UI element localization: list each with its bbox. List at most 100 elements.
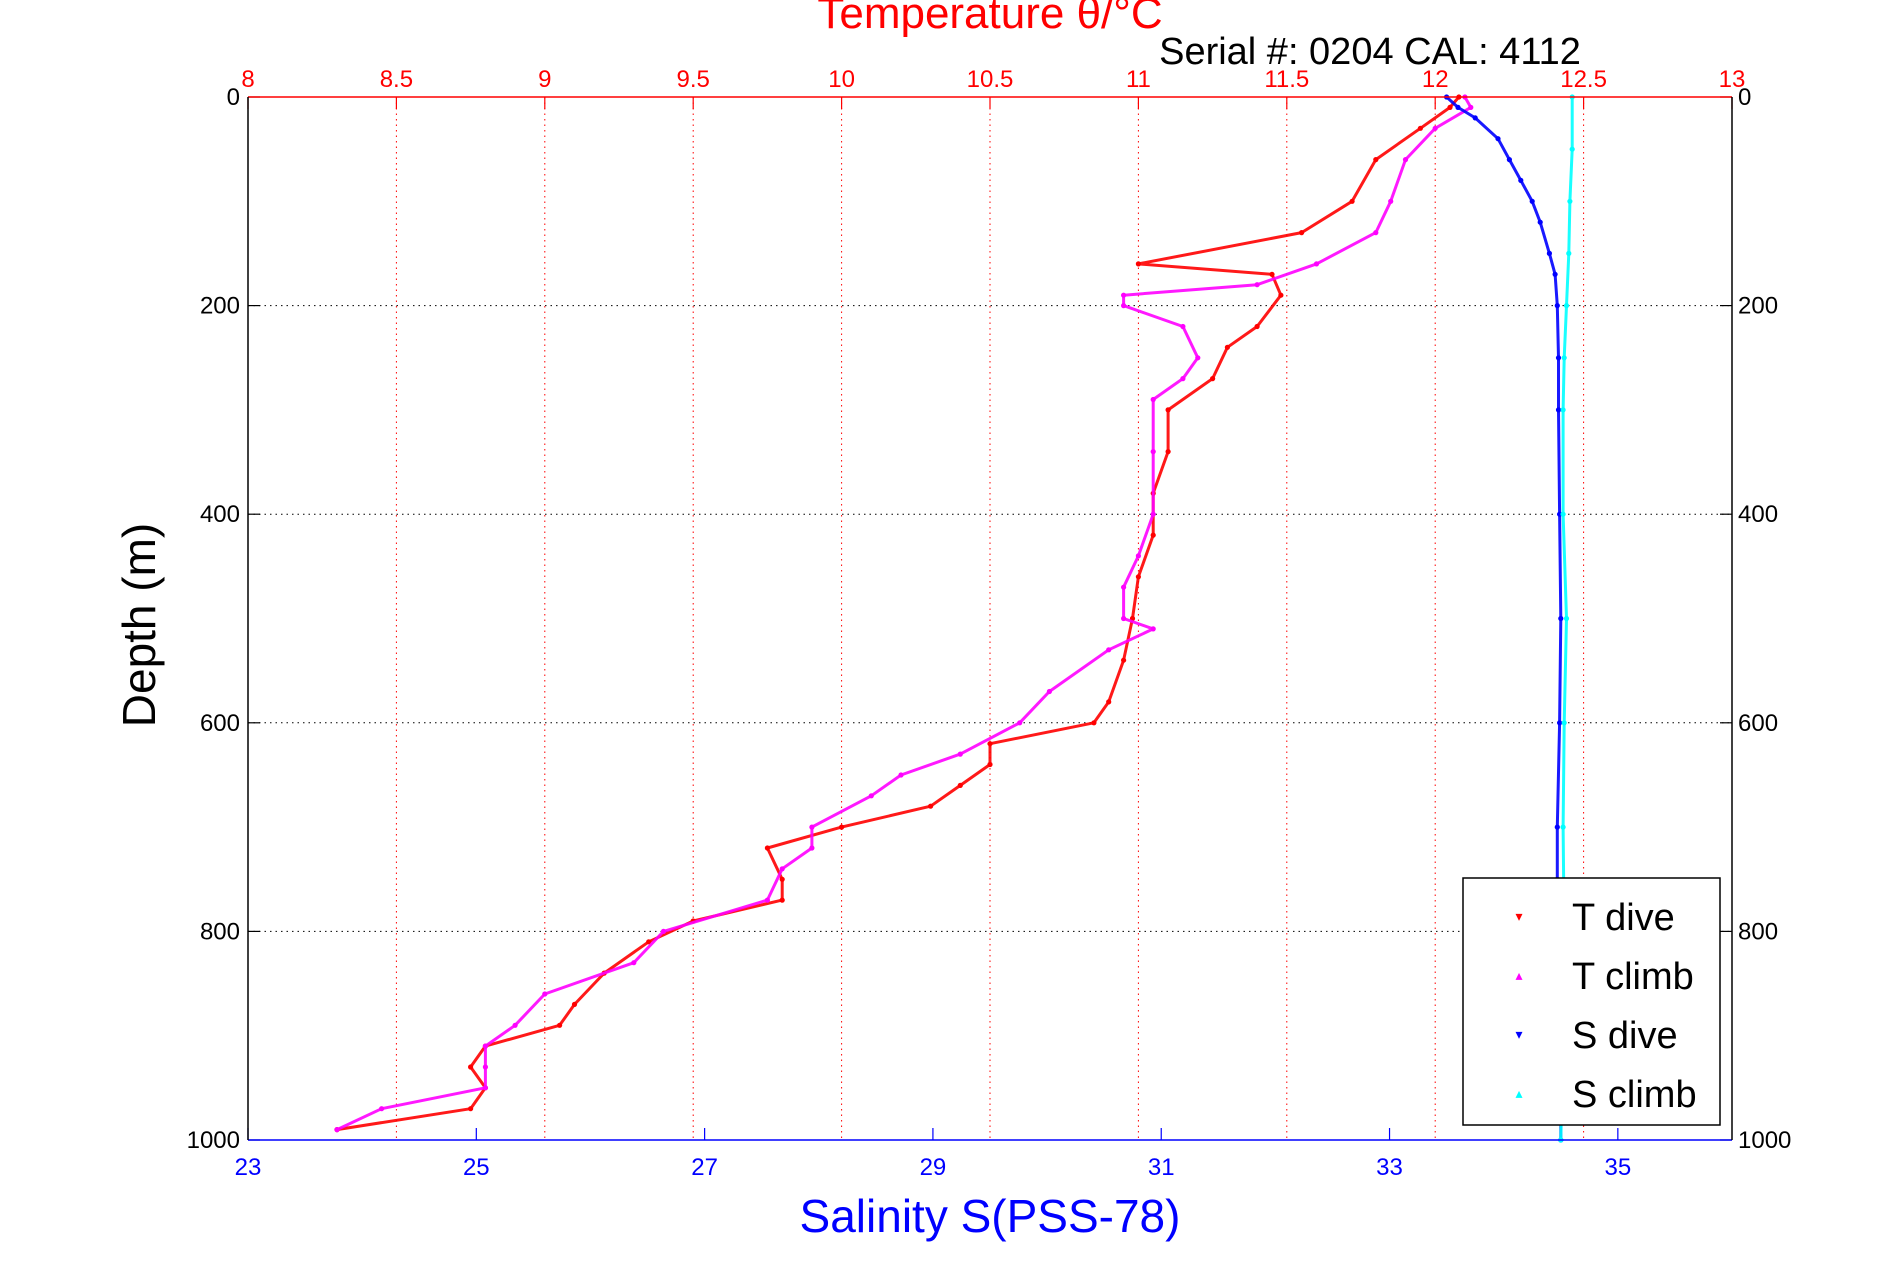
salinity-tick-label: 23 bbox=[235, 1154, 262, 1181]
data-point-t-climb bbox=[1150, 626, 1156, 632]
data-point-t-climb bbox=[1195, 355, 1201, 361]
data-point-t-climb bbox=[1373, 230, 1379, 236]
data-point-t-climb bbox=[1017, 720, 1023, 726]
data-point-t-climb bbox=[631, 960, 637, 966]
y-tick-label-left: 200 bbox=[200, 293, 240, 320]
salinity-tick-label: 25 bbox=[463, 1154, 490, 1181]
data-point-t-dive bbox=[1349, 198, 1355, 204]
y-tick-label-right: 1000 bbox=[1738, 1127, 1791, 1154]
data-point-t-climb bbox=[1313, 261, 1320, 267]
data-point-s-dive bbox=[1557, 720, 1563, 726]
data-point-t-climb bbox=[809, 845, 815, 851]
data-point-t-dive bbox=[468, 1106, 474, 1112]
temperature-tick-label: 9 bbox=[538, 66, 551, 93]
data-point-t-climb bbox=[1402, 157, 1409, 163]
data-point-s-dive bbox=[1455, 104, 1461, 110]
data-point-s-climb bbox=[1563, 303, 1570, 309]
y-tick-label-right: 600 bbox=[1738, 710, 1778, 737]
data-point-s-dive bbox=[1529, 198, 1535, 204]
data-point-t-dive bbox=[987, 741, 993, 747]
salinity-tick-label: 33 bbox=[1376, 1154, 1403, 1181]
temperature-tick-label: 13 bbox=[1719, 66, 1746, 93]
data-point-s-dive bbox=[1506, 157, 1512, 163]
data-point-t-climb bbox=[334, 1127, 340, 1133]
data-point-s-climb bbox=[1563, 615, 1570, 622]
data-point-t-climb bbox=[779, 866, 785, 872]
data-point-t-climb bbox=[1150, 449, 1156, 455]
y-tick-label-left: 400 bbox=[200, 501, 240, 528]
y-tick-label-left: 0 bbox=[227, 84, 240, 111]
y-axis-label: Depth (m) bbox=[113, 523, 165, 727]
salinity-tick-label: 29 bbox=[920, 1154, 947, 1181]
data-point-t-climb bbox=[482, 1064, 488, 1070]
data-point-s-climb bbox=[1560, 407, 1566, 413]
legend-item-t-climb: ▴ T climb bbox=[1515, 956, 1693, 998]
data-point-t-climb bbox=[512, 1022, 518, 1028]
data-point-t-climb bbox=[1150, 511, 1156, 517]
data-point-t-dive bbox=[468, 1064, 474, 1070]
data-point-t-climb bbox=[1150, 396, 1156, 403]
data-point-t-dive bbox=[1121, 657, 1127, 663]
data-point-t-dive bbox=[1254, 323, 1260, 330]
salinity-tick-label: 27 bbox=[691, 1154, 718, 1181]
y-tick-label-right: 200 bbox=[1738, 293, 1778, 320]
temperature-tick-label: 10 bbox=[828, 66, 855, 93]
data-point-t-dive bbox=[1150, 532, 1156, 538]
data-point-t-dive bbox=[1224, 344, 1230, 350]
temperature-tick-label: 12 bbox=[1422, 66, 1449, 93]
data-point-s-climb bbox=[1561, 355, 1567, 361]
legend-item-s-climb: ▴ S climb bbox=[1515, 1074, 1696, 1116]
data-point-t-dive bbox=[928, 803, 934, 809]
salinity-tick-label: 31 bbox=[1148, 1154, 1175, 1181]
data-point-t-climb bbox=[542, 991, 548, 997]
data-point-t-climb bbox=[660, 928, 667, 935]
y-tick-label-right: 800 bbox=[1738, 918, 1778, 945]
axes: 0 0 200 200 400 400 600 600 800 800 1000 1000 8 8.5 9 9… bbox=[187, 66, 1792, 1181]
legend-marker-t-dive: ▾ bbox=[1515, 908, 1522, 924]
legend-marker-t-climb: ▴ bbox=[1515, 967, 1522, 983]
temperature-tick-label: 11.5 bbox=[1264, 66, 1309, 93]
data-point-t-climb bbox=[957, 751, 963, 757]
data-point-s-dive bbox=[1552, 271, 1558, 277]
y-tick-label-left: 600 bbox=[200, 710, 240, 737]
data-point-t-dive bbox=[1373, 157, 1379, 163]
data-point-t-climb bbox=[868, 793, 874, 799]
data-point-s-climb bbox=[1566, 250, 1572, 256]
data-point-t-dive bbox=[1417, 125, 1423, 131]
data-point-t-dive bbox=[1135, 574, 1141, 580]
data-point-t-dive bbox=[987, 761, 993, 768]
data-point-t-climb bbox=[809, 824, 815, 830]
chart-subtitle: Serial #: 0204 CAL: 4112 bbox=[1159, 31, 1581, 73]
temperature-tick-label: 9.5 bbox=[677, 66, 710, 93]
y-tick-label-left: 800 bbox=[200, 918, 240, 945]
data-point-s-dive bbox=[1495, 136, 1501, 142]
data-point-t-dive bbox=[1091, 720, 1097, 726]
data-point-s-climb bbox=[1569, 146, 1575, 152]
data-point-t-climb bbox=[1135, 553, 1141, 559]
data-point-t-dive bbox=[1210, 376, 1216, 382]
data-point-s-dive bbox=[1518, 177, 1524, 183]
legend-label-t-climb: T climb bbox=[1572, 956, 1694, 998]
data-point-t-climb bbox=[482, 1085, 488, 1091]
data-point-t-climb bbox=[898, 772, 904, 778]
data-point-t-dive bbox=[779, 897, 785, 903]
data-point-t-dive bbox=[1135, 261, 1141, 267]
y-tick-label-left: 1000 bbox=[187, 1127, 240, 1154]
data-point-s-climb bbox=[1567, 198, 1573, 204]
legend-marker-s-climb: ▴ bbox=[1515, 1085, 1522, 1101]
data-point-s-dive bbox=[1546, 250, 1552, 256]
data-point-t-dive bbox=[779, 876, 785, 882]
temperature-tick-label: 10.5 bbox=[967, 66, 1014, 93]
data-point-s-climb bbox=[1560, 824, 1566, 830]
data-point-t-climb bbox=[1388, 198, 1394, 204]
data-point-t-dive bbox=[839, 824, 845, 830]
data-point-t-climb bbox=[1180, 376, 1186, 382]
y-tick-label-right: 400 bbox=[1738, 501, 1778, 528]
data-point-t-dive bbox=[1165, 449, 1171, 455]
temperature-tick-label: 8 bbox=[241, 66, 254, 93]
data-point-s-dive bbox=[1472, 115, 1478, 121]
data-point-t-climb bbox=[1106, 647, 1112, 653]
data-point-t-climb bbox=[1121, 292, 1127, 298]
x-axis-label: Salinity S(PSS-78) bbox=[800, 1190, 1181, 1242]
legend-label-t-dive: T dive bbox=[1572, 897, 1675, 939]
